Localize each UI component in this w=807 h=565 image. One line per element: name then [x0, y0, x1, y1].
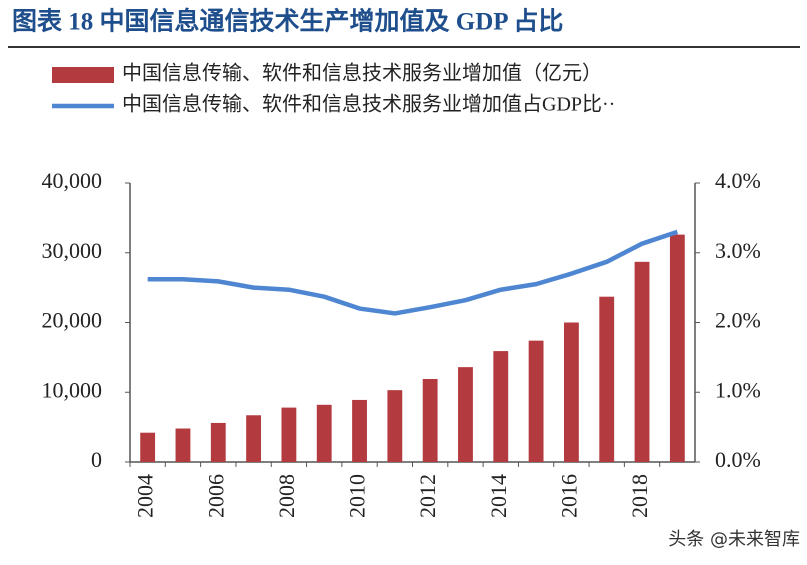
- bar: [175, 428, 191, 462]
- y2-tick-label: 1.0%: [715, 377, 761, 402]
- x-tick-label: 2010: [345, 474, 370, 518]
- x-tick-label: 2018: [627, 474, 652, 518]
- watermark: 头条 @未来智库: [668, 529, 800, 550]
- bar: [281, 407, 297, 462]
- y-tick-label: 0: [91, 447, 102, 472]
- y2-tick-label: 3.0%: [715, 238, 761, 263]
- y2-tick-label: 4.0%: [715, 168, 761, 193]
- x-tick-label: 2008: [274, 474, 299, 518]
- bar: [422, 378, 438, 462]
- bar: [387, 390, 403, 462]
- x-tick-label: 2012: [415, 474, 440, 518]
- bar: [210, 422, 226, 462]
- y-tick-label: 10,000: [42, 377, 103, 402]
- y-tick-label: 30,000: [42, 238, 103, 263]
- bar: [352, 399, 367, 462]
- legend-label: 中国信息传输、软件和信息技术服务业增加值（亿元）: [122, 62, 602, 85]
- y-tick-label: 20,000: [42, 308, 103, 333]
- bar: [458, 367, 473, 462]
- bar: [316, 404, 332, 462]
- bar: [246, 415, 262, 462]
- bar: [599, 296, 615, 462]
- bar: [528, 340, 544, 462]
- y2-tick-label: 0.0%: [715, 447, 761, 472]
- line: [147, 229, 679, 316]
- chart-title: 图表 18 中国信息通信技术生产增加值及 GDP 占比: [12, 7, 563, 36]
- bar: [563, 322, 579, 462]
- legend-swatch: [52, 67, 114, 83]
- x-tick-label: 2006: [203, 474, 228, 518]
- y-tick-label: 40,000: [42, 168, 103, 193]
- bar: [669, 234, 685, 462]
- bar: [634, 261, 650, 462]
- x-tick-label: 2016: [556, 474, 581, 518]
- x-tick-label: 2004: [133, 474, 158, 518]
- x-tick-label: 2014: [486, 474, 511, 518]
- bar: [140, 432, 156, 462]
- bar: [493, 351, 509, 462]
- y2-tick-label: 2.0%: [715, 308, 761, 333]
- legend-label: 中国信息传输、软件和信息技术服务业增加值占GDP比··: [122, 93, 615, 116]
